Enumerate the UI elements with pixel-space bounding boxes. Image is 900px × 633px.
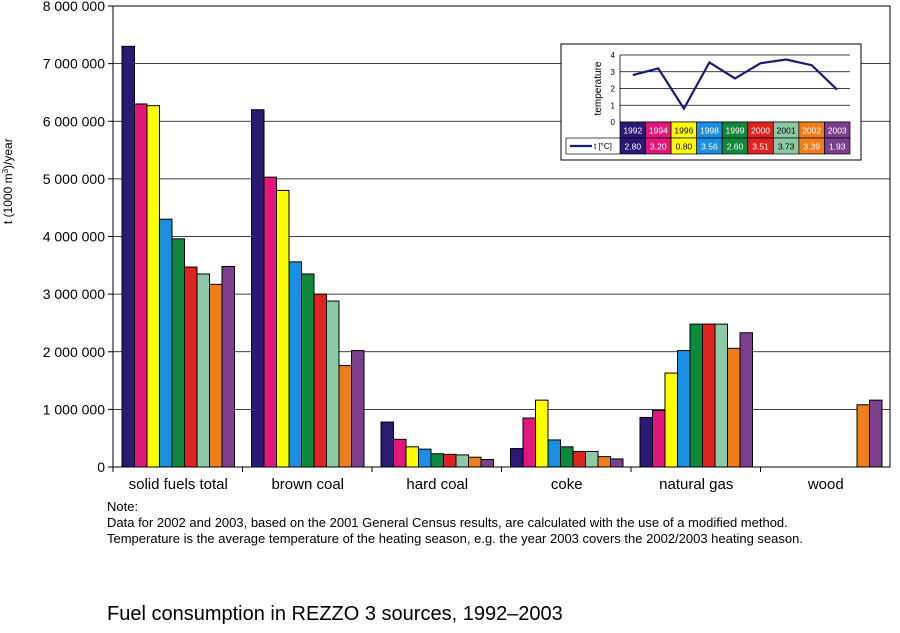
bar	[430, 453, 444, 468]
bar	[510, 448, 524, 468]
bar	[639, 416, 653, 468]
note-heading: Note:	[107, 499, 139, 514]
bar	[455, 454, 469, 468]
inset-year-label: 1992	[623, 126, 642, 136]
bar	[597, 456, 611, 468]
inset-value-cell	[824, 137, 851, 155]
x-tick-label: brown coal	[271, 476, 344, 493]
inset-year-label: 1994	[649, 126, 668, 136]
bar	[869, 399, 883, 468]
bar	[251, 109, 265, 468]
chart-title: Fuel consumption in REZZO 3 sources, 199…	[107, 603, 563, 625]
y-tick-label: 5 000 000	[43, 171, 105, 187]
bar	[380, 421, 394, 468]
y-tick-label: 2 000 000	[43, 344, 105, 360]
inset-value-label: 0.80	[676, 142, 693, 152]
bar	[393, 438, 407, 468]
inset-y-tick-label: 0	[611, 118, 616, 127]
y-tick-label: 6 000 000	[43, 113, 105, 129]
bar	[714, 323, 728, 468]
bar	[856, 404, 870, 468]
y-tick-label: 4 000 000	[43, 229, 105, 245]
x-tick-label: natural gas	[659, 476, 733, 493]
bar	[739, 332, 753, 468]
y-axis-label: t (1000 m3)/year	[1, 138, 15, 224]
x-tick-label: coke	[551, 476, 583, 493]
y-tick-label: 1 000 000	[43, 401, 105, 417]
y-tick-label: 8 000 000	[43, 0, 105, 14]
inset-value-label: 3.39	[803, 142, 820, 152]
bar	[221, 265, 235, 468]
bar	[146, 105, 160, 468]
inset-y-tick-label: 4	[611, 51, 616, 60]
bar	[351, 350, 365, 468]
bar	[572, 450, 586, 468]
x-tick-label: solid fuels total	[129, 476, 228, 493]
inset-year-label: 1996	[674, 126, 693, 136]
bar	[727, 347, 741, 468]
inset-value-label: 3.73	[778, 142, 795, 152]
bar	[134, 103, 148, 468]
inset-value-label: 3.51	[752, 142, 769, 152]
bar	[418, 448, 432, 468]
bar	[338, 365, 352, 468]
inset-value-label: 1.93	[829, 142, 846, 152]
inset-year-label: 1999	[726, 126, 745, 136]
bar	[547, 439, 561, 468]
note-temperature: Temperature is the average temperature o…	[107, 531, 803, 546]
x-tick-label: hard coal	[406, 476, 468, 493]
inset-value-label: 3.20	[650, 142, 667, 152]
fuel-consumption-chart: 0 1 000 000 2 000 000 3 000 000 4 000 000 5 0…	[1, 0, 891, 493]
bar	[585, 450, 599, 468]
bar	[405, 446, 419, 468]
bar	[560, 446, 574, 468]
bar	[171, 238, 185, 468]
inset-value-label: 2.80	[625, 142, 642, 152]
note-census: Data for 2002 and 2003, based on the 200…	[107, 515, 788, 530]
inset-legend-label: t [°C]	[594, 142, 612, 151]
inset-y-tick-label: 3	[611, 68, 616, 77]
bar	[652, 410, 666, 468]
y-tick-label: 7 000 000	[43, 56, 105, 72]
bar	[480, 459, 494, 468]
bar	[313, 293, 327, 468]
inset-value-label: 3.56	[701, 142, 718, 152]
inset-year-label: 1998	[700, 126, 719, 136]
inset-y-axis-label: temperature	[593, 61, 604, 115]
chart-notes: Note: Data for 2002 and 2003, based on t…	[107, 499, 897, 547]
bar	[288, 261, 302, 468]
inset-year-label: 2001	[777, 126, 796, 136]
bar	[689, 323, 703, 468]
bar	[263, 176, 277, 468]
bar	[184, 266, 198, 468]
bar	[209, 283, 223, 468]
bar	[522, 417, 536, 468]
bar	[121, 45, 135, 468]
bar	[610, 458, 624, 468]
bar	[535, 399, 549, 468]
bar	[664, 372, 678, 468]
bar	[159, 218, 173, 468]
bar	[301, 273, 315, 468]
bar	[276, 189, 290, 468]
inset-temperature-line	[632, 58, 838, 111]
bar	[196, 273, 210, 468]
inset-year-label: 2000	[751, 126, 770, 136]
y-tick-label: 0	[97, 459, 105, 475]
inset-y-tick-label: 2	[611, 85, 616, 94]
bar	[702, 323, 716, 468]
y-tick-label: 3 000 000	[43, 286, 105, 302]
inset-value-label: 2.60	[727, 142, 744, 152]
inset-y-tick-label: 1	[611, 101, 616, 110]
inset-year-label: 2003	[828, 126, 847, 136]
bar	[468, 456, 482, 468]
bar	[443, 453, 457, 468]
bar	[326, 300, 340, 468]
x-tick-label: wood	[807, 476, 844, 493]
inset-legend-cell	[565, 137, 621, 155]
bar	[677, 350, 691, 468]
inset-year-label: 2002	[802, 126, 821, 136]
